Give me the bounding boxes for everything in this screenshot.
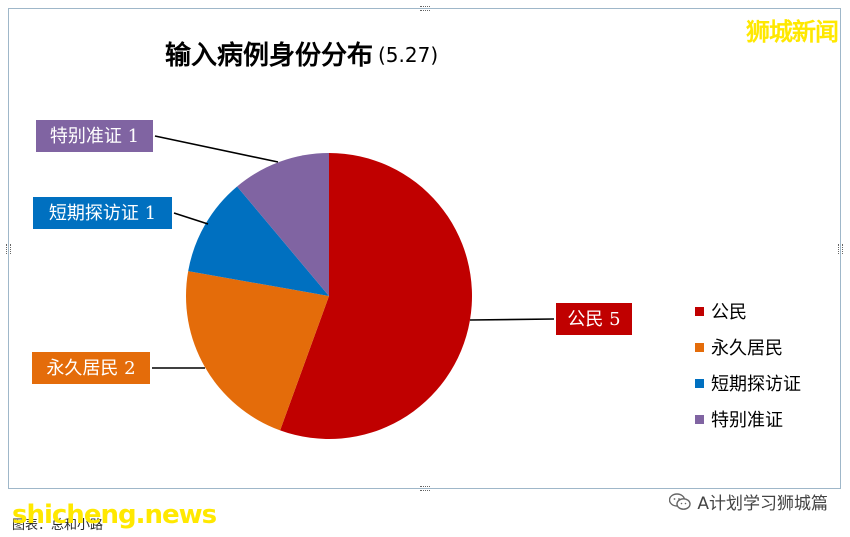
data-label-3: 特别准证 1 [50, 126, 139, 147]
resize-handle-bottom[interactable] [420, 486, 430, 491]
watermark-site: shicheng.news [12, 500, 217, 530]
legend-label-2: 短期探访证 [711, 374, 801, 395]
leader-line-0 [469, 318, 555, 321]
resize-handle-left[interactable] [6, 244, 11, 254]
resize-handle-top[interactable] [420, 6, 430, 11]
chart-title-date: (5.27) [378, 43, 438, 67]
data-label-box-1 [32, 352, 150, 384]
legend-label-3: 特别准证 [711, 410, 783, 431]
resize-handle-right[interactable] [838, 244, 843, 254]
legend-swatch-2 [695, 379, 704, 388]
data-label-box-0 [556, 303, 632, 335]
data-label-2: 短期探访证 1 [49, 203, 156, 224]
legend-label-1: 永久居民 [711, 338, 783, 359]
pie-slice-0[interactable] [280, 153, 473, 440]
leader-line-2 [173, 212, 209, 225]
data-label-1: 永久居民 2 [46, 358, 135, 379]
wechat-account-name: A计划学习狮城篇 [697, 494, 828, 514]
leader-line-3 [154, 135, 279, 163]
legend-swatch-3 [695, 415, 704, 424]
watermark-logo-text: 狮城新闻 [746, 18, 839, 46]
data-label-box-2 [33, 197, 172, 229]
data-label-box-3 [36, 120, 153, 152]
pie-slice-3[interactable] [237, 153, 329, 296]
wechat-tag: A计划学习狮城篇 [669, 489, 828, 514]
pie-slice-2[interactable] [188, 186, 329, 296]
legend-swatch-1 [695, 343, 704, 352]
wechat-icon [669, 492, 692, 510]
data-label-0: 公民 5 [567, 309, 620, 330]
pie-slice-1[interactable] [186, 271, 329, 431]
legend-label-0: 公民 [711, 302, 747, 323]
chart-title: 输入病例身份分布 [165, 40, 373, 71]
legend-swatch-0 [695, 307, 704, 316]
figure-caption: 图表：总和小路 [12, 518, 104, 533]
